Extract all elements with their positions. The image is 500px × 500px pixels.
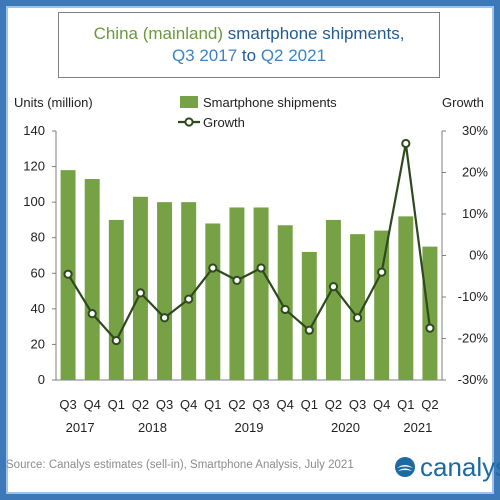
- growth-point: [256, 263, 266, 273]
- bar: [157, 202, 173, 380]
- title-line-2: Q3 2017 to Q2 2021: [59, 45, 439, 67]
- growth-point: [159, 313, 170, 323]
- y2-tick-label: -30%: [458, 372, 489, 387]
- growth-point: [232, 275, 242, 285]
- bar: [205, 223, 221, 380]
- x-tick-label: Q1: [301, 397, 318, 412]
- growth-point: [63, 269, 73, 279]
- growth-point: [304, 325, 314, 335]
- title-rest: smartphone shipments,: [223, 24, 405, 43]
- title-period-end: Q2 2021: [260, 46, 327, 65]
- y2-axis-title: Growth: [442, 95, 484, 110]
- growth-point: [377, 267, 387, 277]
- x-tick-label: Q3: [59, 397, 76, 412]
- y-tick-label: 80: [31, 230, 45, 245]
- x-tick-label: Q1: [204, 397, 221, 412]
- growth-line: [67, 143, 432, 343]
- y-tick-label: 40: [31, 301, 45, 316]
- x-tick-label: Q3: [252, 397, 269, 412]
- y2-tick-label: 20%: [462, 165, 488, 180]
- bar: [277, 225, 293, 380]
- legend-line-marker: [184, 117, 194, 127]
- title-connector: to: [237, 46, 261, 65]
- x-tick-label: Q2: [132, 397, 149, 412]
- title-line-1: China (mainland) smartphone shipments,: [59, 23, 439, 45]
- y2-tick-label: 0%: [469, 248, 488, 263]
- bar: [374, 230, 390, 380]
- x-year-label: 2019: [235, 420, 264, 435]
- canalys-logo-icon: [395, 457, 415, 477]
- bar: [398, 216, 414, 380]
- x-year-label: 2017: [66, 420, 95, 435]
- x-tick-label: Q2: [325, 397, 342, 412]
- y-tick-label: 140: [23, 123, 45, 138]
- growth-point: [401, 138, 411, 149]
- x-tick-label: Q4: [180, 397, 197, 412]
- y-tick-label: 0: [38, 372, 45, 387]
- source-note: Source: Canalys estimates (sell-in), Sma…: [6, 459, 354, 471]
- title-period-start: Q3 2017: [171, 46, 238, 65]
- y2-tick-label: 30%: [462, 123, 488, 138]
- bar: [84, 179, 100, 380]
- bar: [181, 202, 197, 380]
- x-tick-label: Q2: [421, 397, 438, 412]
- growth-point: [280, 304, 290, 315]
- growth-point: [87, 309, 97, 319]
- bar: [422, 246, 438, 380]
- y2-tick-label: 10%: [462, 206, 488, 221]
- y-tick-label: 100: [23, 194, 45, 209]
- legend-line-label: Growth: [203, 115, 245, 130]
- growth-point: [425, 323, 435, 333]
- x-year-label: 2018: [138, 420, 167, 435]
- x-tick-label: Q3: [349, 397, 366, 412]
- title-highlight: China (mainland): [93, 24, 224, 43]
- chart-title: China (mainland) smartphone shipments, Q…: [58, 12, 440, 78]
- canalys-logo-text: canalys: [420, 451, 500, 482]
- x-tick-label: Q1: [108, 397, 125, 412]
- y-tick-label: 120: [23, 159, 45, 174]
- growth-point: [208, 263, 218, 273]
- bar: [325, 219, 341, 380]
- growth-point: [352, 313, 363, 323]
- bar: [229, 207, 245, 380]
- bar: [301, 251, 317, 380]
- x-year-label: 2021: [403, 420, 432, 435]
- legend-bar-swatch: [180, 96, 198, 108]
- y-axis-title: Units (million): [14, 95, 93, 110]
- y2-tick-label: -20%: [458, 331, 489, 346]
- growth-point: [135, 288, 146, 298]
- y2-tick-label: -10%: [458, 289, 489, 304]
- x-tick-label: Q2: [228, 397, 245, 412]
- legend-bar-label: Smartphone shipments: [203, 95, 337, 110]
- bar: [108, 219, 124, 380]
- canalys-logo: canalys: [394, 452, 500, 482]
- bar: [253, 207, 269, 380]
- x-tick-label: Q4: [84, 397, 101, 412]
- x-tick-label: Q4: [277, 397, 294, 412]
- bar: [350, 234, 366, 380]
- x-tick-label: Q3: [156, 397, 173, 412]
- x-tick-label: Q1: [397, 397, 414, 412]
- y-tick-label: 60: [31, 265, 45, 280]
- x-tick-label: Q4: [373, 397, 390, 412]
- x-year-label: 2020: [331, 420, 360, 435]
- y-tick-label: 20: [31, 336, 45, 351]
- growth-point: [328, 282, 339, 292]
- growth-point: [111, 335, 121, 346]
- growth-point: [184, 294, 194, 304]
